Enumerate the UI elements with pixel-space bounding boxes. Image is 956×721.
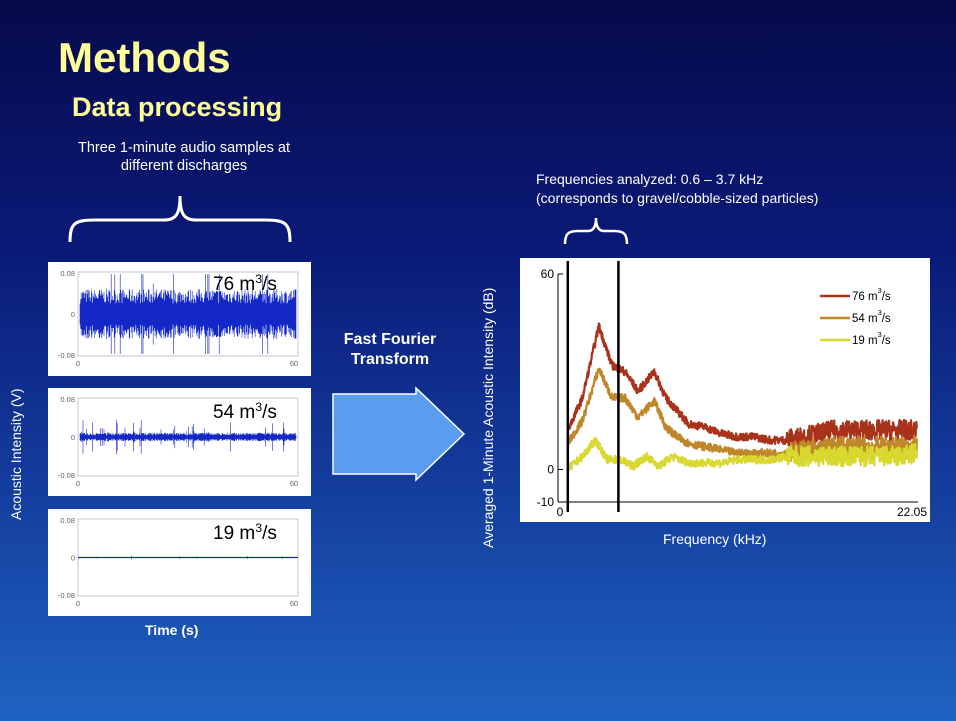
waveform-frame [77, 271, 299, 357]
legend-label-1: 54 m3/s [852, 308, 891, 325]
discharge-label: 19 m3/s [213, 521, 277, 544]
x-tick-label: 0 [557, 505, 564, 519]
waveform-panel-76: 0.08 0 -0.08 0 60 76 m3/s [48, 262, 311, 376]
fft-label: Fast Fourier Transform [330, 330, 450, 370]
y-tick-label: 0 [71, 554, 75, 563]
x-tick-label: 0 [76, 599, 80, 608]
waveform-frame [77, 397, 299, 477]
x-tick-label: 60 [290, 599, 298, 608]
samples-brace [68, 195, 292, 243]
y-tick-label: -0.08 [58, 351, 75, 360]
frequency-note-line2: (corresponds to gravel/cobble-sized part… [536, 190, 819, 206]
x-tick-label: 22.05 [897, 505, 927, 519]
x-tick-label: 60 [290, 479, 298, 488]
x-axis-label-left: Time (s) [145, 622, 199, 638]
spectrum-panel: 60 0 -10 0 22.05 76 m3/s 54 m3/s 19 m3/s [520, 258, 930, 522]
series-line-1 [566, 367, 918, 462]
legend-label-0: 76 m3/s [852, 286, 891, 303]
waveform-panel-19: 0.08 0 -0.08 0 60 19 m3/s [48, 509, 311, 616]
x-tick-label: 0 [76, 479, 80, 488]
x-tick-label: 0 [76, 359, 80, 368]
y-tick-label: -10 [537, 495, 555, 509]
y-tick-label: 0.08 [60, 269, 75, 278]
samples-note-line1: Three 1-minute audio samples at [78, 140, 290, 156]
samples-note-line2: different discharges [120, 158, 248, 174]
legend-label-2: 19 m3/s [852, 330, 891, 347]
frequency-note: Frequencies analyzed: 0.6 – 3.7 kHz (cor… [536, 170, 818, 208]
discharge-label: 76 m3/s [213, 272, 277, 295]
x-tick-label: 60 [290, 359, 298, 368]
series-line-0 [567, 322, 918, 450]
samples-note: Three 1-minute audio samples at differen… [34, 139, 334, 175]
y-tick-label: 0 [547, 462, 554, 476]
waveform-panel-54: 0.08 0 -0.08 0 60 54 m3/s [48, 388, 311, 496]
frequency-brace [563, 217, 629, 245]
slide-subtitle: Data processing [72, 92, 283, 122]
y-tick-label: -0.08 [58, 591, 75, 600]
y-tick-label: 0 [71, 433, 75, 442]
flow-arrow [332, 386, 466, 482]
fft-label-line2: Transform [350, 351, 430, 368]
y-tick-label: 0.08 [60, 395, 75, 404]
fft-label-line1: Fast Fourier [343, 331, 437, 348]
y-tick-label: -0.08 [58, 471, 75, 480]
y-axis-label-left: Acoustic Intensity (V) [8, 388, 24, 521]
y-tick-label: 60 [541, 267, 555, 281]
waveform-signal [79, 419, 297, 455]
x-axis-label-right: Frequency (kHz) [663, 531, 767, 547]
frequency-note-line1: Frequencies analyzed: 0.6 – 3.7 kHz [536, 171, 764, 187]
y-axis-label-right: Averaged 1-Minute Acoustic Intensity (dB… [480, 287, 496, 548]
waveform-signal [79, 274, 297, 354]
discharge-label: 54 m3/s [213, 400, 277, 423]
slide-title: Methods [58, 34, 231, 81]
y-tick-label: 0.08 [60, 516, 75, 525]
y-tick-label: 0 [71, 310, 75, 319]
